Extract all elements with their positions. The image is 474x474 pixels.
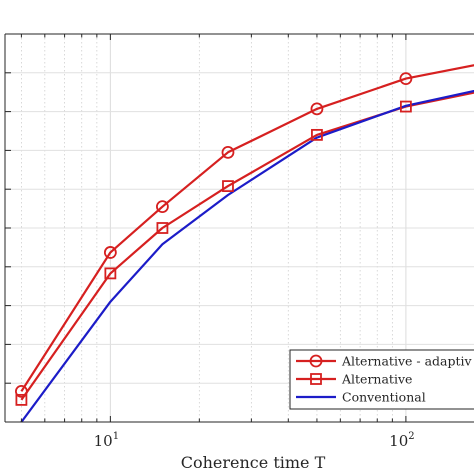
data-point-1-2 xyxy=(156,222,169,234)
data-point-1-5 xyxy=(399,100,412,113)
data-point-0-2 xyxy=(156,200,169,214)
x-tick-exponent: 1 xyxy=(113,431,119,442)
series-markers xyxy=(15,72,413,406)
series-line-2 xyxy=(20,89,474,422)
data-point-1-1 xyxy=(104,267,117,280)
legend-label-2: Conventional xyxy=(342,390,426,405)
x-tick-base: 10 xyxy=(389,432,408,450)
x-tick-base: 10 xyxy=(94,432,113,450)
x-tick-label: 102 xyxy=(389,431,414,450)
data-point-0-3 xyxy=(221,145,235,159)
data-point-0-4 xyxy=(310,102,324,116)
legend: Alternative - adaptiv Alternative Conventi… xyxy=(289,349,474,410)
legend-label-0: Alternative - adaptiv xyxy=(341,354,473,369)
data-point-1-3 xyxy=(222,180,234,192)
legend-label-1: Alternative xyxy=(341,372,412,387)
data-point-0-5 xyxy=(399,72,413,86)
data-point-1-4 xyxy=(311,128,323,141)
data-point-0-0 xyxy=(15,384,28,398)
x-axis-title-text: Coherence time T xyxy=(181,453,326,472)
x-tick-label: 101 xyxy=(94,431,119,450)
legend-marker-0 xyxy=(309,354,323,368)
series-line-0 xyxy=(20,64,474,392)
data-point-1-0 xyxy=(15,393,28,406)
ticks: 101 102 xyxy=(5,34,415,450)
series-lines xyxy=(20,64,474,422)
data-point-0-1 xyxy=(103,246,117,259)
x-axis-title: Coherence time T xyxy=(181,453,326,472)
legend-marker-1 xyxy=(310,373,322,385)
x-tick-exponent: 2 xyxy=(408,431,414,442)
